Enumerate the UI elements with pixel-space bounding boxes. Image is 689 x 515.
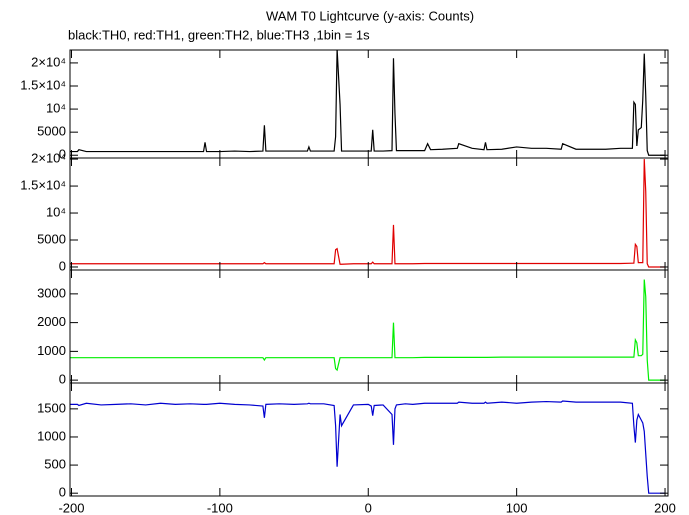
- y-tick-label: 1000: [37, 343, 66, 358]
- light-curve: [70, 279, 666, 381]
- x-tick-label: 200: [654, 500, 676, 515]
- y-tick-label: 3000: [37, 285, 66, 300]
- y-tick-label: 1.5×10⁴: [20, 77, 66, 92]
- y-tick-label: 1000: [37, 428, 66, 443]
- panel-frame: [69, 157, 669, 271]
- y-tick-label: 0: [59, 147, 66, 162]
- panel-frame: [69, 49, 669, 159]
- y-tick-label: 0: [59, 258, 66, 273]
- chart-subtitle: black:TH0, red:TH1, green:TH2, blue:TH3 …: [68, 27, 370, 42]
- y-tick-label: 2000: [37, 314, 66, 329]
- y-tick-label: 10⁴: [46, 101, 66, 116]
- light-curve: [70, 159, 666, 268]
- x-tick-label: 0: [365, 500, 372, 515]
- y-tick-label: 5000: [37, 124, 66, 139]
- y-tick-label: 2×10⁴: [31, 151, 66, 166]
- light-curve: [70, 50, 666, 156]
- y-tick-label: 500: [44, 457, 66, 472]
- chart-title: WAM T0 Lightcurve (y-axis: Counts): [266, 8, 474, 23]
- panel-frame: [69, 269, 669, 384]
- y-tick-label: 10⁴: [46, 204, 66, 219]
- panel-frame: [69, 382, 669, 497]
- y-tick-label: 0: [59, 485, 66, 500]
- y-tick-label: 2×10⁴: [31, 54, 66, 69]
- y-tick-label: 5000: [37, 231, 66, 246]
- y-tick-label: 1500: [37, 400, 66, 415]
- y-tick-label: 0: [59, 372, 66, 387]
- x-tick-label: -200: [58, 500, 84, 515]
- x-tick-label: 100: [506, 500, 528, 515]
- y-tick-label: 1.5×10⁴: [20, 177, 66, 192]
- light-curve: [70, 400, 666, 494]
- x-tick-label: -100: [207, 500, 233, 515]
